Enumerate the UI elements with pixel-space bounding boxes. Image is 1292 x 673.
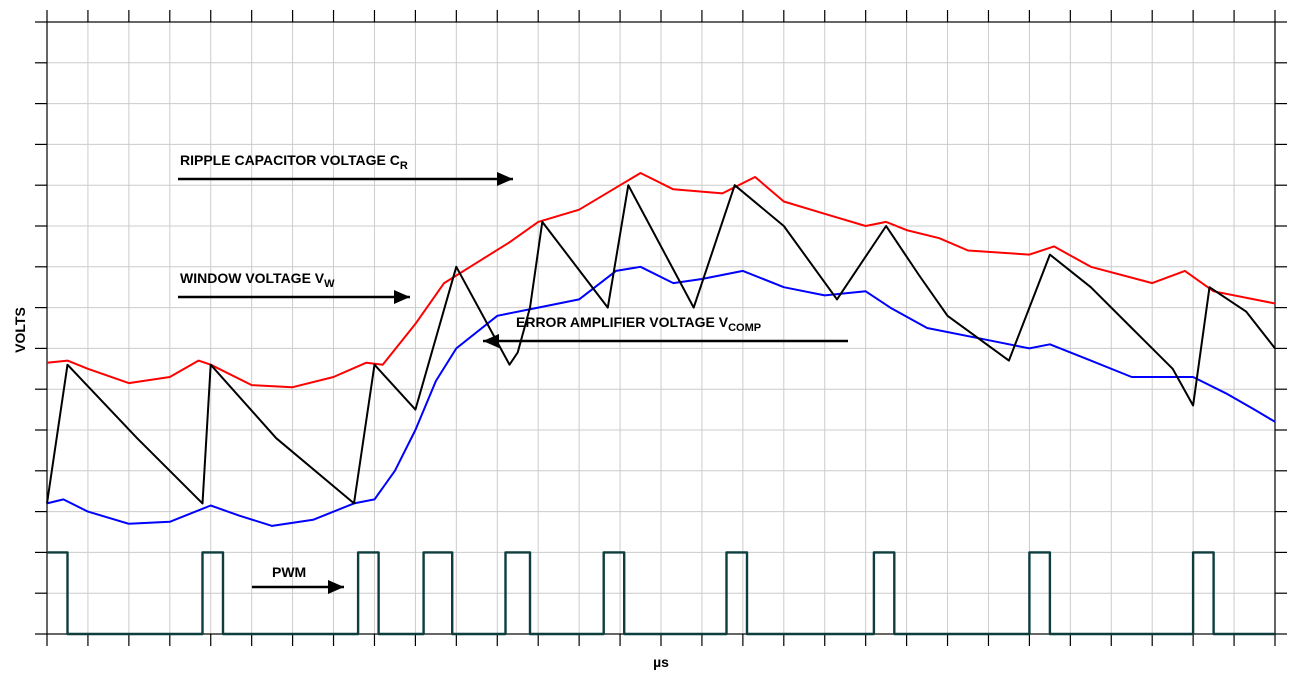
annotation-comp: ERROR AMPLIFIER VOLTAGE VCOMP	[516, 314, 761, 334]
arrow-window-head	[394, 290, 410, 304]
annotation-pwm: PWM	[272, 564, 306, 580]
annotation-ripple: RIPPLE CAPACITOR VOLTAGE CR	[180, 152, 408, 172]
arrow-ripple-head	[497, 172, 513, 186]
axis-ticks	[35, 10, 1287, 646]
annotation-window: WINDOW VOLTAGE VW	[180, 270, 335, 290]
annotation-ripple-sub: R	[399, 160, 408, 172]
annotation-comp-sub: COMP	[728, 322, 762, 334]
annotation-pwm-text: PWM	[272, 564, 307, 580]
series-error-amplifier	[46, 265, 1276, 527]
annotation-ripple-text: RIPPLE CAPACITOR VOLTAGE C	[180, 152, 400, 168]
arrow-comp-head	[483, 334, 499, 348]
arrow-pwm-head	[328, 580, 344, 594]
x-axis-label: µs	[653, 654, 669, 670]
y-axis-label: VOLTS	[12, 307, 28, 353]
annotation-window-sub: W	[324, 278, 335, 290]
annotation-comp-text: ERROR AMPLIFIER VOLTAGE V	[516, 314, 729, 330]
series-ripple-ramp	[46, 184, 1276, 505]
series-pwm	[47, 551, 1275, 636]
arrows	[178, 172, 848, 594]
annotation-window-text: WINDOW VOLTAGE V	[180, 270, 325, 286]
series-layer	[46, 172, 1276, 636]
